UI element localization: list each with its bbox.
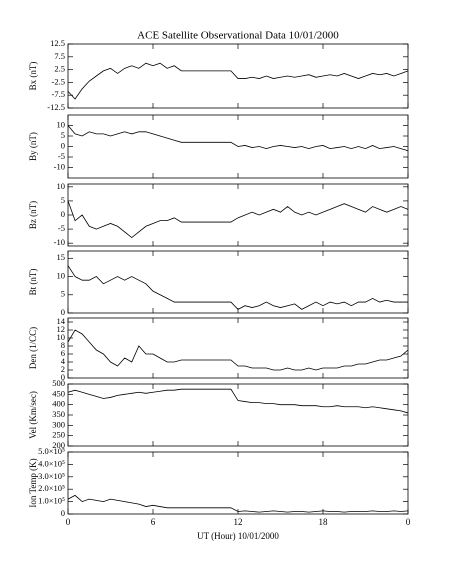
y-tick-label: 2.0×10⁵ <box>38 483 65 493</box>
y-tick-label: 5.0×10⁵ <box>38 446 65 456</box>
y-axis-label: Bz (nT) <box>28 201 38 229</box>
chart-title: ACE Satellite Observational Data 10/01/2… <box>137 30 339 42</box>
data-line <box>67 494 409 513</box>
y-tick-label: 8 <box>61 340 65 350</box>
y-tick-label: 400 <box>52 399 65 409</box>
x-tick-label: 0 <box>66 517 71 527</box>
y-tick-label: 200 <box>52 440 65 450</box>
y-axis-label: Bx (nT) <box>28 62 38 91</box>
data-line <box>67 200 409 239</box>
y-tick-label: 0 <box>61 508 65 518</box>
y-tick-label: -2.5 <box>52 76 65 86</box>
y-tick-label: -10 <box>54 161 65 171</box>
y-tick-label: 250 <box>52 430 65 440</box>
y-tick-label: -10 <box>54 237 65 247</box>
x-axis-label: UT (Hour) 10/01/2000 <box>197 531 279 541</box>
y-tick-label: 10 <box>57 119 66 129</box>
y-tick-label: 450 <box>52 388 65 398</box>
data-line <box>67 125 409 152</box>
y-tick-label: -5 <box>58 151 65 161</box>
x-tick-label: 18 <box>319 517 329 527</box>
y-tick-label: -7.5 <box>52 89 65 99</box>
data-line <box>67 329 409 371</box>
y-axis-label: By (nT) <box>28 132 38 161</box>
y-tick-label: 10 <box>57 181 66 191</box>
data-line <box>67 62 409 100</box>
y-tick-label: 12.5 <box>50 38 65 48</box>
data-line <box>67 265 408 310</box>
y-tick-label: 6 <box>61 348 65 358</box>
y-tick-label: 5 <box>61 130 65 140</box>
y-tick-label: 4.0×10⁵ <box>38 458 65 468</box>
y-axis-label: Vel (Km/sec) <box>28 391 38 439</box>
y-tick-label: 500 <box>52 378 65 388</box>
y-tick-label: 0 <box>61 140 65 150</box>
y-axis-label: Bt (nT) <box>28 269 38 296</box>
y-tick-label: 14 <box>57 316 66 326</box>
y-tick-label: 3.0×10⁵ <box>38 471 65 481</box>
y-tick-label: 15 <box>57 252 66 262</box>
y-tick-label: 300 <box>52 419 65 429</box>
y-tick-label: 0 <box>61 209 65 219</box>
y-tick-label: 10 <box>57 270 66 280</box>
y-tick-label: 0 <box>61 307 65 317</box>
y-tick-label: 5 <box>61 195 65 205</box>
y-tick-label: 2 <box>61 364 65 374</box>
y-tick-label: 7.5 <box>54 51 65 61</box>
y-tick-label: 350 <box>52 409 65 419</box>
y-axis-label: Ion Temp (K) <box>28 458 38 507</box>
y-tick-label: 1.0×10⁵ <box>38 496 65 506</box>
y-tick-label: 5 <box>61 289 65 299</box>
y-tick-label: 10 <box>57 332 66 342</box>
y-tick-label: -12.5 <box>47 102 65 112</box>
y-tick-label: 2.5 <box>54 64 65 74</box>
y-tick-label: 0 <box>61 372 65 382</box>
x-tick-label: 0 <box>406 517 411 527</box>
y-tick-label: 12 <box>57 324 66 334</box>
y-tick-label: -5 <box>58 223 65 233</box>
data-line <box>67 388 409 414</box>
x-tick-label: 6 <box>151 517 156 527</box>
x-tick-label: 12 <box>234 517 243 527</box>
y-tick-label: 4 <box>61 356 66 366</box>
y-axis-label: Den (1/CC) <box>28 327 38 369</box>
